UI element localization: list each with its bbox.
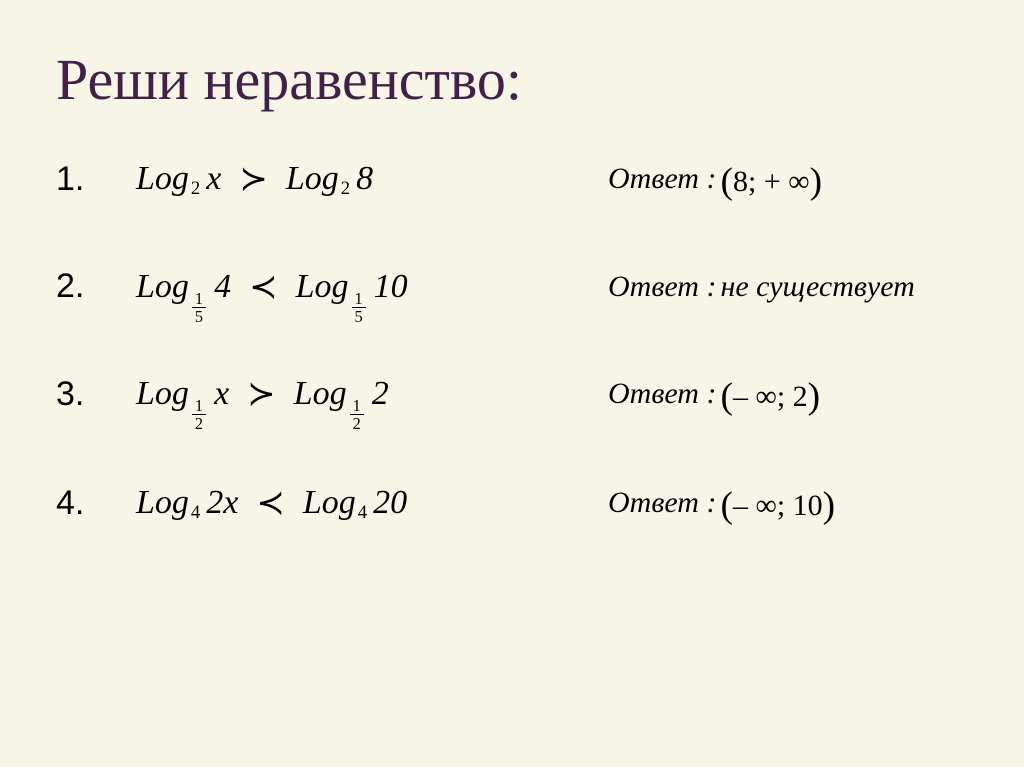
- inequality: Log 1 5 4 ≺ Log 1 5 10: [136, 267, 608, 307]
- answer-interval: (– ∞; 10): [720, 482, 835, 525]
- answer: Ответ : (– ∞; 2): [608, 373, 968, 416]
- paren-right: ): [810, 161, 823, 202]
- problem-row: 2. Log 1 5 4 ≺ Log 1 5 10: [56, 267, 968, 307]
- paren-right: ): [823, 485, 836, 526]
- interval-b: 2: [785, 380, 808, 413]
- row-number: 1.: [56, 160, 116, 199]
- log-word: Log: [136, 160, 189, 198]
- answer-interval: (– ∞; 2): [720, 373, 820, 416]
- log-base-frac: 1 2: [350, 397, 364, 432]
- log-term: Log 1 2 x: [136, 375, 229, 413]
- frac-num: 1: [350, 397, 364, 415]
- log-word: Log: [286, 160, 339, 198]
- answer-interval: (8; + ∞): [720, 158, 822, 201]
- problem-list: 1. Log 2 x ≻ Log 2 8 Ответ : (8; + ∞): [56, 158, 968, 525]
- log-term: Log 4 20: [303, 484, 407, 522]
- relation-op: ≺: [248, 483, 293, 523]
- log-word: Log: [136, 268, 189, 306]
- interval-a: 8;: [733, 165, 756, 198]
- frac-num: 1: [352, 290, 366, 308]
- answer-label: Ответ :: [608, 162, 716, 196]
- log-base: 4: [191, 502, 200, 524]
- answer: Ответ : (8; + ∞): [608, 158, 968, 201]
- log-arg: 8: [356, 160, 373, 198]
- log-term: Log 1 2 2: [294, 375, 389, 413]
- log-base-frac: 1 5: [192, 290, 206, 325]
- log-arg: 2: [372, 375, 389, 413]
- log-word: Log: [294, 375, 347, 413]
- frac-den: 2: [192, 415, 206, 432]
- log-word: Log: [136, 484, 189, 522]
- log-base: 2: [341, 178, 350, 200]
- log-word: Log: [136, 375, 189, 413]
- frac-num: 1: [192, 290, 206, 308]
- log-term: Log 1 5 10: [296, 268, 408, 306]
- frac-den: 2: [350, 415, 364, 432]
- interval-a: – ∞;: [733, 489, 785, 522]
- slide: Реши неравенство: 1. Log 2 x ≻ Log 2 8 О…: [0, 0, 1024, 767]
- answer-text: не существует: [720, 270, 914, 304]
- slide-title: Реши неравенство:: [56, 48, 968, 112]
- log-base-frac: 1 2: [192, 397, 206, 432]
- log-base-frac: 1 5: [352, 290, 366, 325]
- inequality: Log 2 x ≻ Log 2 8: [136, 159, 608, 199]
- inequality: Log 1 2 x ≻ Log 1 2 2: [136, 374, 608, 414]
- paren-left: (: [720, 376, 733, 417]
- log-arg: 2x: [206, 484, 238, 522]
- problem-row: 4. Log 4 2x ≺ Log 4 20 Ответ : (– ∞; 10): [56, 482, 968, 525]
- answer: Ответ : (– ∞; 10): [608, 482, 968, 525]
- log-arg: x: [214, 375, 229, 413]
- log-term: Log 4 2x: [136, 484, 238, 522]
- paren-right: ): [808, 376, 821, 417]
- log-term: Log 1 5 4: [136, 268, 231, 306]
- relation-op: ≻: [239, 374, 284, 414]
- interval-b: + ∞: [756, 165, 809, 198]
- log-base: 2: [191, 178, 200, 200]
- frac-den: 5: [352, 308, 366, 325]
- frac-den: 5: [192, 308, 206, 325]
- interval-a: – ∞;: [733, 380, 785, 413]
- answer: Ответ : не существует: [608, 270, 968, 304]
- relation-op: ≻: [231, 159, 276, 199]
- log-word: Log: [303, 484, 356, 522]
- answer-label: Ответ :: [608, 377, 716, 411]
- log-word: Log: [296, 268, 349, 306]
- row-number: 3.: [56, 375, 116, 414]
- log-arg: 4: [214, 268, 231, 306]
- log-arg: x: [206, 160, 221, 198]
- log-term: Log 2 x: [136, 160, 221, 198]
- paren-left: (: [720, 485, 733, 526]
- frac-num: 1: [192, 397, 206, 415]
- interval-b: 10: [785, 489, 823, 522]
- row-number: 2.: [56, 267, 116, 306]
- problem-row: 1. Log 2 x ≻ Log 2 8 Ответ : (8; + ∞): [56, 158, 968, 201]
- log-arg: 20: [373, 484, 407, 522]
- log-base: 4: [358, 502, 367, 524]
- inequality: Log 4 2x ≺ Log 4 20: [136, 483, 608, 523]
- paren-left: (: [720, 161, 733, 202]
- row-number: 4.: [56, 484, 116, 523]
- relation-op: ≺: [241, 267, 286, 307]
- log-term: Log 2 8: [286, 160, 373, 198]
- answer-label: Ответ :: [608, 486, 716, 520]
- answer-label: Ответ :: [608, 270, 716, 304]
- log-arg: 10: [374, 268, 408, 306]
- problem-row: 3. Log 1 2 x ≻ Log 1 2 2: [56, 373, 968, 416]
